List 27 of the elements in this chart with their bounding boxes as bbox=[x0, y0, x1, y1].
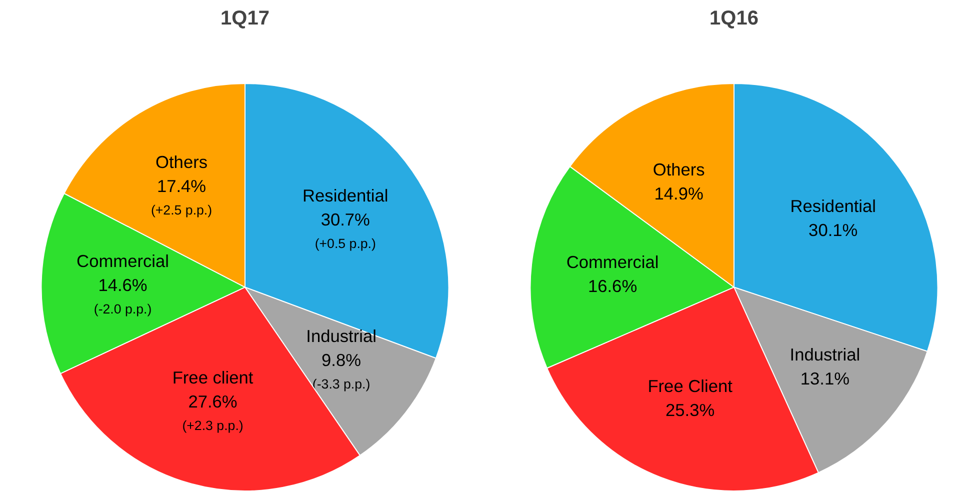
text: (+0.5 p.p.) bbox=[314, 236, 376, 252]
slice-label: Others bbox=[652, 160, 706, 180]
slice-label: Residential bbox=[790, 196, 876, 216]
data-label: 17.4% bbox=[156, 176, 206, 196]
data-label: 27.6% bbox=[188, 391, 238, 412]
data-label: 30.1% bbox=[808, 220, 858, 240]
text: (+2.3 p.p.) bbox=[182, 418, 244, 433]
slice-label: Free client bbox=[172, 367, 254, 388]
slice-label: Commercial bbox=[76, 250, 169, 271]
chart-title: 1Q17 bbox=[220, 8, 270, 30]
text: (-2.0 p.p.) bbox=[94, 301, 152, 316]
slice-label: Free Client bbox=[648, 376, 733, 396]
data-label: 30.7% bbox=[320, 210, 370, 230]
slice-label: Residential bbox=[302, 186, 388, 206]
data-label: 9.8% bbox=[322, 350, 362, 370]
slice-label: Others bbox=[156, 152, 208, 172]
data-label: 16.6% bbox=[588, 276, 638, 296]
data-label: 25.3% bbox=[666, 400, 715, 420]
data-label: 14.6% bbox=[98, 274, 148, 295]
slice-label: Industrial bbox=[790, 344, 860, 364]
data-label: 13.1% bbox=[800, 368, 850, 388]
chart-title: 1Q16 bbox=[710, 8, 758, 30]
data-label: 14.9% bbox=[654, 184, 704, 204]
slice-label: Industrial bbox=[306, 326, 376, 346]
text: (+2.5 p.p.) bbox=[150, 202, 212, 218]
text: (-3.3 p.p.) bbox=[312, 376, 370, 392]
slice-label: Commercial bbox=[566, 252, 659, 272]
